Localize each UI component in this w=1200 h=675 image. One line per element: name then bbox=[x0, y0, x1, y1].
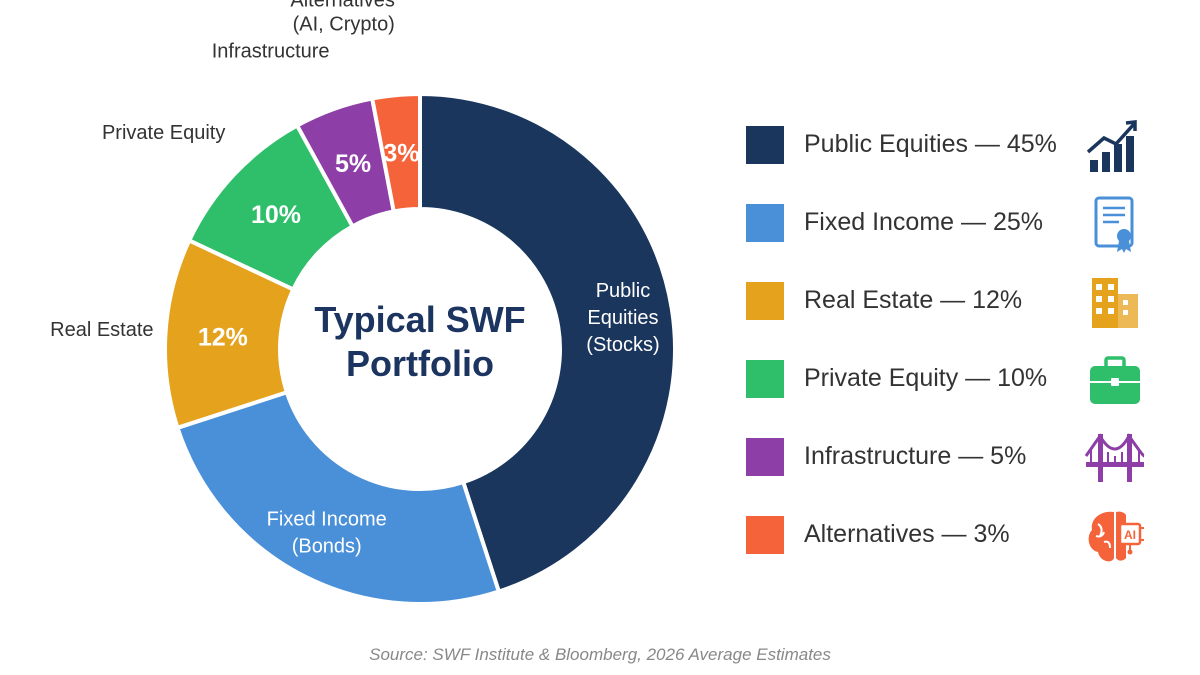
legend-label: Private Equity — 10% bbox=[804, 364, 1048, 392]
slice-outer-label-private-equity: Private Equity bbox=[102, 122, 225, 144]
legend-label: Public Equities — 45% bbox=[804, 130, 1057, 158]
center-title-line-2: Portfolio bbox=[346, 343, 494, 384]
chart-growth-icon bbox=[1086, 120, 1137, 172]
legend-item-real-estate: Real Estate — 12% bbox=[746, 272, 1166, 350]
slice-inner-labels: Public Equities (Stocks) Fixed Income (Bonds… bbox=[198, 139, 660, 557]
briefcase-icon bbox=[1090, 356, 1140, 404]
slice-outer-labels: Real Estate Private Equity Infrastructure A… bbox=[50, 0, 395, 341]
slice-label-public-equities: Public bbox=[596, 280, 650, 302]
building-icon bbox=[1092, 278, 1138, 328]
bridge-icon bbox=[1084, 433, 1145, 482]
slice-outer-label-infrastructure: Infrastructure bbox=[212, 41, 330, 63]
slice-public-equities bbox=[418, 91, 677, 595]
donut-slices bbox=[163, 91, 677, 606]
legend-swatch bbox=[746, 360, 784, 398]
legend-item-private-equity: Private Equity — 10% bbox=[746, 350, 1166, 428]
slice-outer-label-alternatives: Alternatives bbox=[290, 0, 395, 11]
ai-brain-icon: AI bbox=[1088, 511, 1144, 562]
slice-fixed-income bbox=[174, 389, 502, 606]
bond-certificate-icon bbox=[1094, 196, 1134, 253]
legend-swatch bbox=[746, 438, 784, 476]
legend-swatch bbox=[746, 126, 784, 164]
slice-label-public-equities: (Stocks) bbox=[586, 334, 659, 356]
donut-chart: Public Equities (Stocks) Fixed Income (Bonds… bbox=[50, 0, 677, 606]
slice-label-alternatives: 3% bbox=[383, 139, 419, 167]
legend-item-infrastructure: Infrastructure — 5% bbox=[746, 428, 1166, 506]
slice-outer-label-alternatives: (AI, Crypto) bbox=[293, 13, 395, 35]
legend-swatch bbox=[746, 282, 784, 320]
legend: Public Equities — 45% Fixed Income — 25%… bbox=[746, 116, 1166, 584]
legend-swatch bbox=[746, 204, 784, 242]
ai-chip-label: AI bbox=[1124, 528, 1136, 542]
slice-label-public-equities: Equities bbox=[587, 307, 658, 329]
legend-item-public-equities: Public Equities — 45% bbox=[746, 116, 1166, 194]
slice-label-private-equity: 10% bbox=[251, 201, 301, 229]
source-note: Source: SWF Institute & Bloomberg, 2026 … bbox=[369, 645, 831, 664]
slice-label-fixed-income: (Bonds) bbox=[292, 536, 362, 558]
legend-item-fixed-income: Fixed Income — 25% bbox=[746, 194, 1166, 272]
legend-item-alternatives: Alternatives — 3% AI bbox=[746, 506, 1166, 584]
slice-alternatives bbox=[369, 91, 422, 214]
legend-swatch bbox=[746, 516, 784, 554]
slice-outer-label-real-estate: Real Estate bbox=[50, 319, 153, 341]
legend-label: Fixed Income — 25% bbox=[804, 208, 1043, 236]
legend-label: Real Estate — 12% bbox=[804, 286, 1023, 314]
slice-label-infrastructure: 5% bbox=[335, 150, 371, 178]
slice-label-fixed-income: Fixed Income bbox=[267, 509, 387, 531]
legend-label: Infrastructure — 5% bbox=[804, 442, 1027, 470]
legend-label: Alternatives — 3% bbox=[804, 520, 1010, 548]
center-title-line-1: Typical SWF bbox=[314, 299, 525, 340]
slice-label-real-estate: 12% bbox=[198, 324, 248, 352]
